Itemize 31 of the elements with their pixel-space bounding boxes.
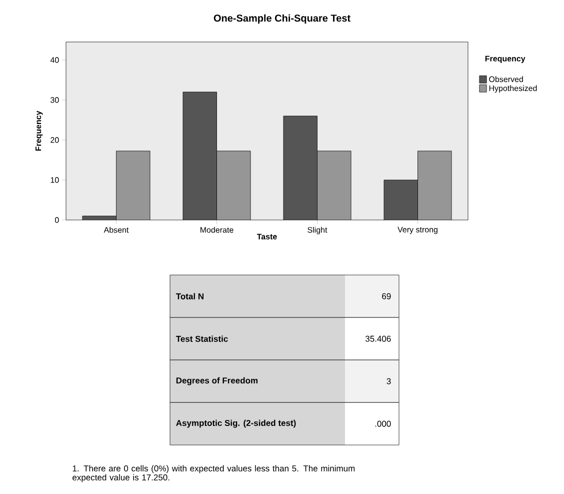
text: 69 (382, 293, 391, 300)
bar (216, 150, 251, 220)
text: .000 (375, 420, 391, 427)
text: Test Statistic (176, 336, 228, 342)
y-axis-title: Frequency (36, 110, 43, 151)
legend-label: Observed (489, 76, 523, 82)
x-tick-label: Very strong (398, 226, 438, 234)
x-tick-label: Slight (308, 226, 328, 234)
legend-label: Hypothesized (489, 85, 537, 93)
text: Degrees of Freedom (176, 377, 258, 386)
y-tick-label: 40 (50, 57, 59, 63)
x-axis-title: Taste (256, 234, 277, 240)
bar (384, 180, 418, 220)
bar (283, 116, 318, 220)
text: 1. There are 0 cells (0%) with expected values less than 5. The minimum expected value is 17.250. (72, 465, 355, 482)
chart-title: One-Sample Chi-Square Test (214, 14, 350, 24)
text: Asymptotic Sig. (2-sided test) (176, 420, 296, 428)
bar (116, 150, 150, 220)
legend-title: Frequency (485, 56, 526, 64)
y-tick-label: 10 (50, 177, 59, 183)
y-tick-label: 0 (55, 217, 59, 223)
text: 3 (386, 378, 391, 384)
x-tick-label: Moderate (200, 226, 234, 233)
y-tick-label: 30 (50, 97, 59, 103)
text: Total N (176, 293, 204, 300)
text: 35.406 (365, 336, 391, 342)
bar (317, 150, 352, 220)
bar (418, 150, 452, 220)
y-tick-label: 20 (50, 137, 59, 143)
bar (182, 92, 217, 220)
x-tick-label: Absent (104, 226, 129, 233)
